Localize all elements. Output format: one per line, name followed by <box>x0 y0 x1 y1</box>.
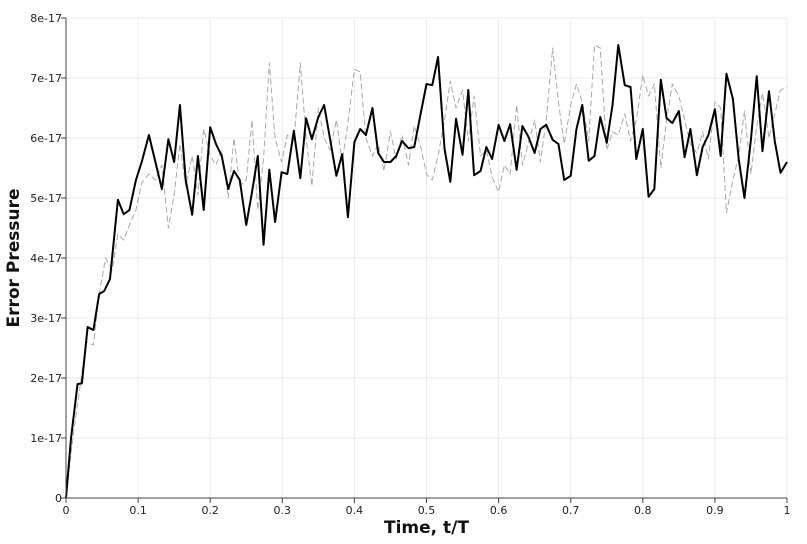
series-line-solid <box>65 44 788 499</box>
x-tick-label-6: 0.6 <box>490 504 508 517</box>
y-tick-label-0: 0 <box>55 492 62 505</box>
series-line-dashed <box>65 44 788 499</box>
ticks: 0 0.1 0.2 0.3 0.4 0.5 0.6 0.7 0.8 0.9 1 0 1e-17 2e-17… <box>30 12 790 517</box>
y-tick-label-8: 8e-17 <box>30 12 62 25</box>
y-tick-label-1: 1e-17 <box>30 432 62 445</box>
x-tick-label-0: 0 <box>63 504 70 517</box>
y-tick-label-2: 2e-17 <box>30 372 62 385</box>
y-tick-label-4: 4e-17 <box>30 252 62 265</box>
grid <box>66 17 788 498</box>
y-tick-label-6: 6e-17 <box>30 132 62 145</box>
x-tick-label-1: 0.1 <box>129 504 147 517</box>
x-axis-title: Time, t/T <box>384 518 469 538</box>
y-tick-label-7: 7e-17 <box>30 72 62 85</box>
x-tick-label-2: 0.2 <box>201 504 219 517</box>
y-axis-title: Error Pressure <box>4 189 24 328</box>
x-tick-label-8: 0.8 <box>634 504 652 517</box>
x-tick-label-10: 1 <box>784 504 791 517</box>
y-tick-label-3: 3e-17 <box>30 312 62 325</box>
y-tick-label-5: 5e-17 <box>30 192 62 205</box>
x-tick-label-4: 0.4 <box>346 504 364 517</box>
x-tick-label-3: 0.3 <box>274 504 292 517</box>
x-tick-label-7: 0.7 <box>562 504 580 517</box>
x-tick-label-5: 0.5 <box>418 504 436 517</box>
x-tick-label-9: 0.9 <box>706 504 724 517</box>
series-layer <box>65 44 788 499</box>
